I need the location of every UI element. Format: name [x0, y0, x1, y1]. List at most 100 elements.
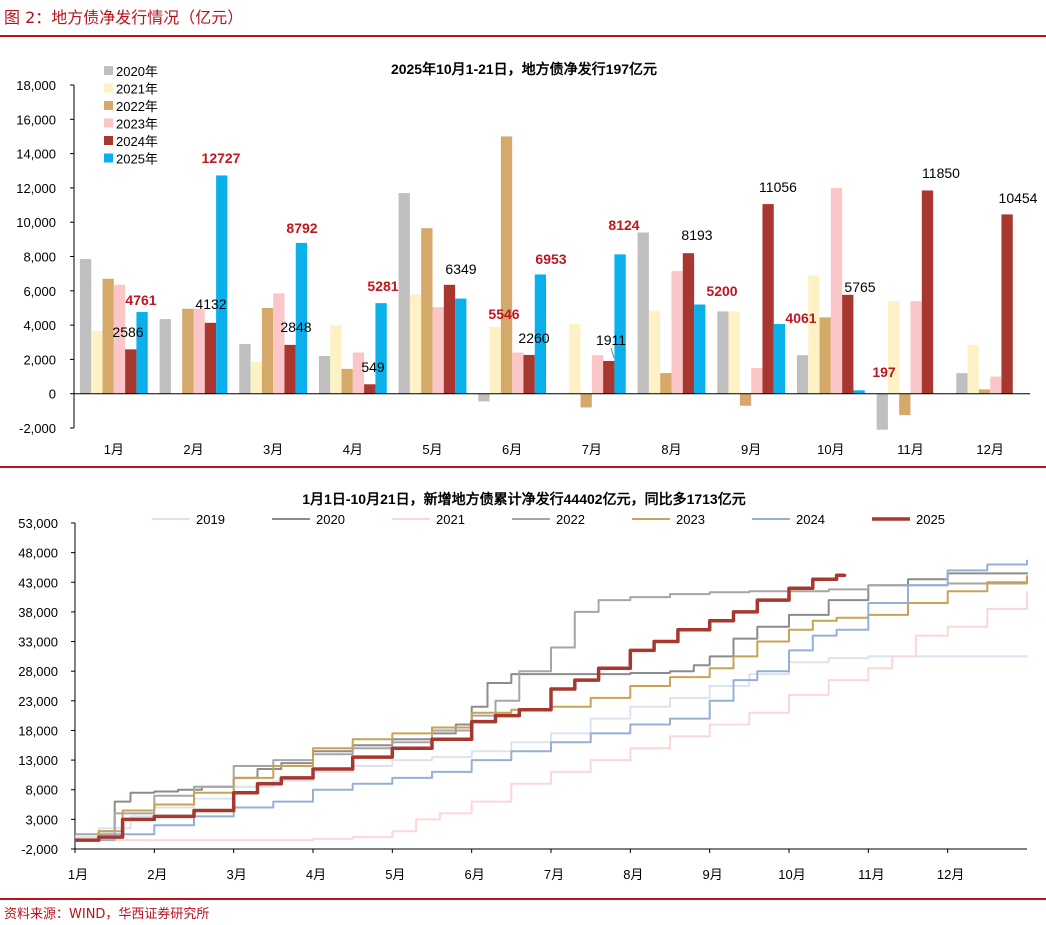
y-tick-label: 6,000: [23, 284, 56, 299]
bar-2023年-7月: [591, 355, 604, 394]
x-tick-label: 6月: [502, 442, 522, 457]
bar-2025年-2月: [216, 175, 228, 394]
series-line-2025: [75, 573, 847, 842]
y-tick-label: 0: [49, 387, 56, 402]
source-note: 资料来源：WIND，华西证券研究所: [4, 907, 210, 922]
y-tick-label: -2,000: [19, 421, 56, 436]
bar-2020年-8月: [637, 232, 649, 394]
bar-2023年-2月: [193, 308, 205, 394]
bar-2021年-9月: [728, 311, 740, 394]
legend-swatch: [104, 101, 113, 110]
data-label-2025: 4761: [125, 292, 156, 308]
bar-2024年-6月: [523, 354, 535, 394]
y-tick-label: 23,000: [18, 694, 58, 709]
bar-2021年-12月: [967, 344, 979, 394]
bar-2024年-8月: [682, 253, 695, 394]
bar-2023年-11月: [910, 301, 922, 394]
bar-2020年-11月: [876, 393, 888, 430]
y-tick-label: 48,000: [18, 546, 58, 561]
bar-2025年-3月: [295, 242, 308, 394]
data-label-2024: 10454: [999, 190, 1038, 206]
legend-label: 2021: [436, 512, 465, 527]
bar-2024年-5月: [443, 284, 456, 394]
legend-label: 2025: [916, 512, 945, 527]
bar-2020年-9月: [717, 311, 729, 394]
legend-label: 2022年: [116, 99, 158, 114]
legend-label: 2024: [796, 512, 825, 527]
y-tick-label: 38,000: [18, 605, 58, 620]
bar-2022年-2月: [182, 308, 194, 394]
bar-2022年-3月: [261, 307, 274, 394]
bar-2020年-3月: [239, 343, 251, 394]
data-label-2025: 5546: [488, 306, 519, 322]
x-tick-label: 4月: [306, 867, 326, 882]
bar-2021年-5月: [409, 294, 422, 394]
x-tick-label: 2月: [147, 867, 167, 882]
bar-2023年-1月: [113, 284, 126, 394]
series-line-2021: [75, 591, 1028, 842]
data-label-2024: 2586: [112, 324, 143, 340]
bar-2024年-3月: [284, 344, 296, 394]
data-label-2024: 4132: [195, 296, 226, 312]
legend-label: 2022: [556, 512, 585, 527]
bar-2025年-6月: [534, 274, 547, 394]
bar-2022年-1月: [102, 278, 114, 394]
bar-2020年-4月: [318, 355, 331, 394]
data-label-2024: 5765: [844, 279, 875, 295]
series-line-2022: [75, 582, 1028, 836]
y-tick-label: 18,000: [18, 723, 58, 738]
bar-2025年-1月: [136, 312, 148, 394]
legend-label: 2021年: [116, 82, 158, 97]
bar-2022年-12月: [978, 389, 991, 394]
bar-2022年-7月: [580, 393, 592, 408]
bar-2021年-1月: [91, 331, 103, 394]
legend-label: 2020年: [116, 64, 158, 79]
y-tick-label: 12,000: [16, 181, 56, 196]
bar-2025年-10月: [853, 390, 865, 394]
data-label-2025: 8792: [286, 220, 317, 236]
x-tick-label: 6月: [465, 867, 485, 882]
x-tick-label: 7月: [582, 442, 602, 457]
top-divider: [0, 35, 1046, 37]
bar-2025年-8月: [694, 304, 706, 394]
y-tick-label: 28,000: [18, 664, 58, 679]
x-tick-label: 10月: [817, 442, 844, 457]
bar-2022年-6月: [500, 136, 513, 394]
x-tick-label: 7月: [544, 867, 564, 882]
legend-swatch: [104, 83, 113, 93]
data-label-2024: 1911: [596, 332, 626, 348]
bar-2024年-11月: [921, 190, 934, 394]
data-label-2025: 5281: [367, 278, 398, 294]
bar-2021年-10月: [808, 275, 820, 394]
bar-2024年-7月: [603, 360, 615, 394]
legend-swatch: [104, 66, 113, 75]
legend-swatch: [104, 153, 113, 163]
x-tick-label: 8月: [623, 867, 643, 882]
bar-2021年-7月: [569, 324, 581, 394]
bar-2024年-2月: [204, 322, 217, 394]
legend-swatch: [104, 118, 113, 128]
bar-2020年-1月: [79, 259, 92, 394]
bar-2022年-8月: [660, 373, 672, 394]
bar-2021年-8月: [648, 310, 661, 394]
line-chart: 1月1日-10月21日，新增地方债累计净发行44402亿元，同比多1713亿元 -…: [18, 491, 1028, 882]
y-tick-label: 14,000: [16, 147, 56, 162]
legend-label: 2025年: [116, 152, 158, 167]
x-tick-label: 9月: [703, 867, 723, 882]
x-tick-label: 12月: [976, 442, 1003, 457]
bar-2023年-6月: [512, 352, 524, 394]
bar-2022年-11月: [899, 393, 911, 416]
legend-label: 2023: [676, 512, 705, 527]
series-line-2024: [75, 559, 1028, 842]
bar-2023年-3月: [273, 293, 285, 394]
bar-2021年-3月: [250, 361, 262, 394]
bar-2025年-4月: [375, 303, 387, 394]
bar-chart: 2025年10月1-21日，地方债净发行197亿元 -2,000 0 2,000 4,0…: [16, 61, 1038, 457]
x-tick-label: 4月: [343, 442, 363, 457]
bar-2023年-9月: [751, 367, 763, 394]
data-label-2025: 4061: [785, 310, 816, 326]
bar-2020年-2月: [159, 319, 171, 394]
data-label-2024: 11850: [922, 165, 960, 181]
bar-2024年-1月: [125, 349, 137, 394]
y-tick-label: 2,000: [23, 352, 56, 367]
